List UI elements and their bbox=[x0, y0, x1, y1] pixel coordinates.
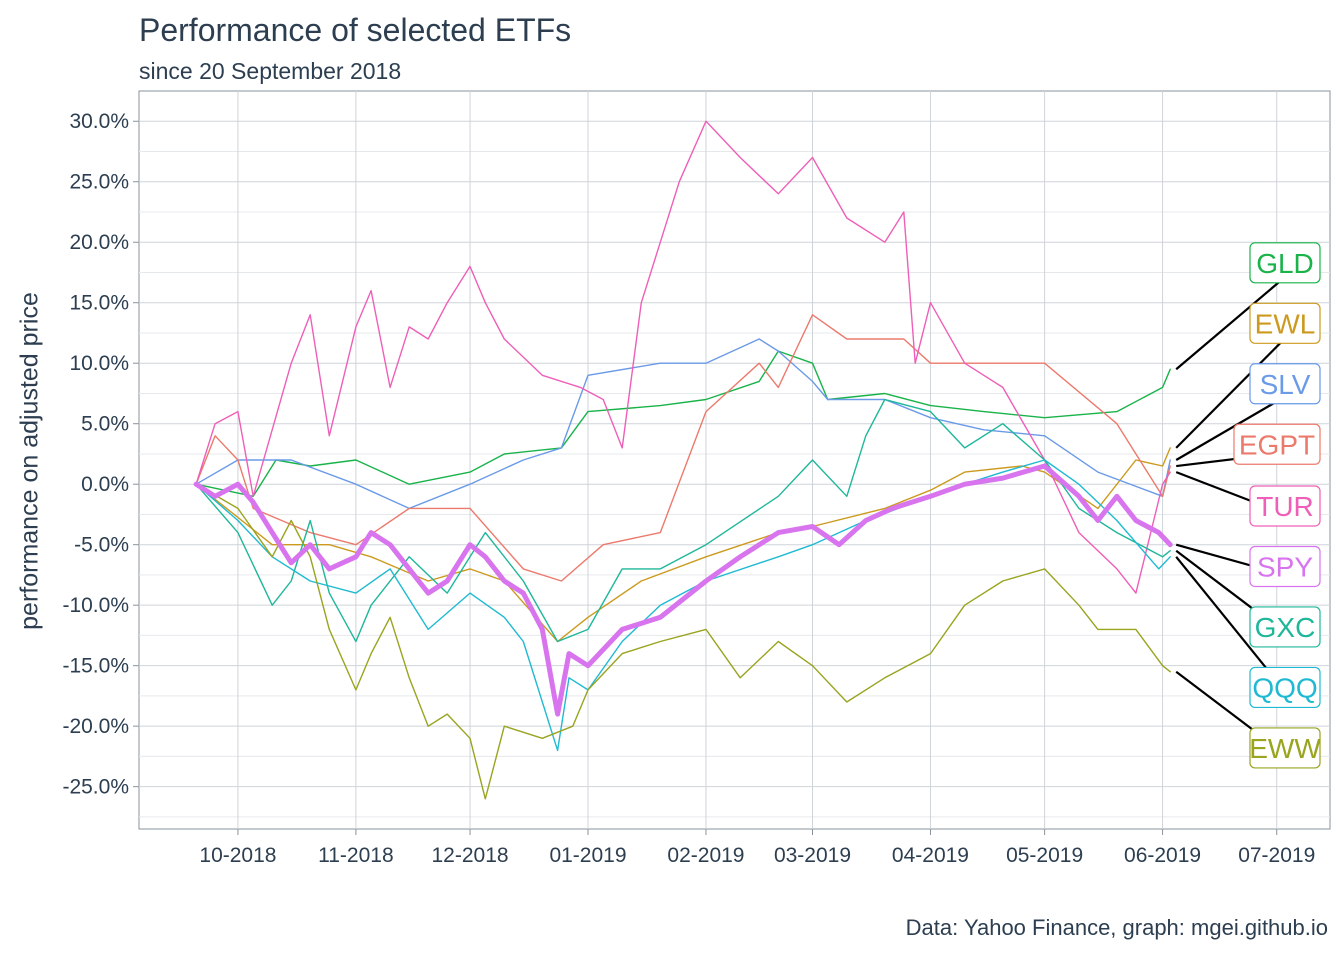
label-leader-slv bbox=[1175, 392, 1291, 461]
x-tick-label: 05-2019 bbox=[1006, 844, 1083, 867]
label-box-eww bbox=[1249, 727, 1321, 769]
series-line-spy bbox=[193, 463, 1173, 717]
label-box-qqq bbox=[1249, 666, 1321, 709]
x-tick-label: 06-2019 bbox=[1124, 844, 1201, 867]
x-tick-label: 11-2018 bbox=[318, 844, 394, 867]
series-line-gxc bbox=[195, 398, 1171, 643]
y-tick-label: -10.0% bbox=[62, 594, 129, 617]
label-box-egpt bbox=[1233, 423, 1321, 465]
series-label-ewl: EWL bbox=[1255, 308, 1316, 339]
chart-caption: Data: Yahoo Finance, graph: mgei.github.… bbox=[905, 915, 1328, 940]
series-label-gxc: GXC bbox=[1255, 612, 1316, 643]
y-tick-label: -15.0% bbox=[62, 655, 129, 678]
series-label-gld: GLD bbox=[1256, 248, 1314, 279]
label-box-ewl bbox=[1249, 302, 1321, 344]
label-leader-ewl bbox=[1175, 332, 1291, 449]
y-tick-label: -20.0% bbox=[62, 715, 129, 738]
series-label-qqq: QQQ bbox=[1252, 672, 1317, 703]
label-box-slv bbox=[1249, 363, 1321, 405]
series-label-spy: SPY bbox=[1257, 551, 1313, 582]
chart-subtitle: since 20 September 2018 bbox=[139, 58, 402, 84]
y-tick-label: -5.0% bbox=[74, 534, 129, 557]
y-tick-label: -25.0% bbox=[62, 776, 129, 799]
x-tick-label: 07-2019 bbox=[1238, 844, 1315, 867]
x-tick-label: 02-2019 bbox=[667, 844, 744, 867]
label-box-spy bbox=[1249, 545, 1321, 588]
x-tick-label: 12-2018 bbox=[432, 844, 509, 867]
series-line-egpt bbox=[195, 314, 1171, 582]
y-tick-label: 10.0% bbox=[69, 352, 129, 375]
label-box-tur bbox=[1249, 485, 1321, 527]
y-tick-label: 30.0% bbox=[69, 110, 129, 133]
y-tick-label: 5.0% bbox=[81, 413, 129, 436]
x-tick-label: 10-2018 bbox=[199, 844, 276, 867]
label-leader-gld bbox=[1175, 271, 1291, 371]
series-label-egpt: EGPT bbox=[1239, 429, 1315, 460]
x-tick-label: 01-2019 bbox=[549, 844, 626, 867]
label-box-gld bbox=[1249, 242, 1321, 284]
series-label-slv: SLV bbox=[1260, 369, 1311, 400]
x-tick-label: 03-2019 bbox=[774, 844, 851, 867]
series-line-eww bbox=[195, 483, 1171, 800]
plot-panel bbox=[138, 90, 1331, 830]
y-tick-label: 20.0% bbox=[69, 231, 129, 254]
series-line-tur bbox=[195, 120, 1171, 594]
series-label-tur: TUR bbox=[1256, 491, 1314, 522]
series-line-gld bbox=[195, 350, 1171, 497]
series-label-eww: EWW bbox=[1249, 733, 1321, 764]
label-box-gxc bbox=[1249, 606, 1321, 648]
x-tick-label: 04-2019 bbox=[892, 844, 969, 867]
chart-title: Performance of selected ETFs bbox=[139, 12, 572, 48]
y-tick-label: 15.0% bbox=[69, 292, 129, 315]
y-tick-label: 0.0% bbox=[81, 473, 129, 496]
series-line-qqq bbox=[195, 459, 1171, 752]
y-tick-label: 25.0% bbox=[69, 171, 129, 194]
